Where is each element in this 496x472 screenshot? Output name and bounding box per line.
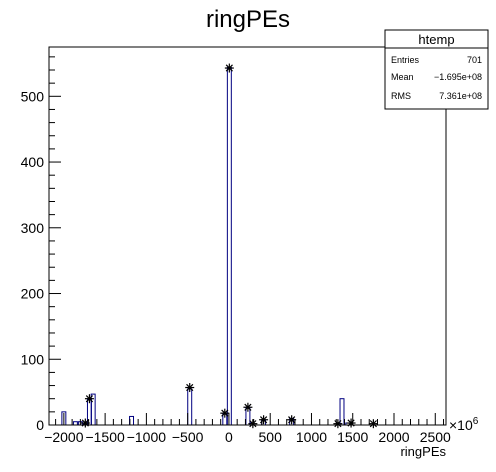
histogram-bin-7 [187, 388, 193, 426]
data-marker-9 [333, 419, 343, 429]
y-tick-label: 400 [21, 154, 45, 170]
stats-rms-value: 7.361e+08 [439, 91, 482, 101]
data-marker-10 [346, 418, 356, 428]
y-tick-label: 0 [36, 417, 44, 433]
histogram-bin-9 [226, 66, 232, 426]
data-marker-2 [185, 383, 195, 393]
x-tick-label: 2500 [420, 429, 451, 445]
x-tick-label: 2000 [378, 429, 409, 445]
data-marker-5 [243, 402, 253, 412]
y-tick-label: 200 [21, 286, 45, 302]
histogram-bars [61, 66, 351, 426]
x-axis-label: ringPEs [400, 444, 446, 459]
x-tick-label: 1500 [337, 429, 368, 445]
stats-entries-label: Entries [391, 55, 420, 65]
x-tick-label: −1000 [127, 429, 167, 445]
data-marker-3 [220, 408, 230, 418]
y-axis: 0 100 200 300 400 500 [21, 56, 61, 433]
y-tick-label: 500 [21, 88, 45, 104]
stats-entries-value: 701 [467, 55, 482, 65]
stats-mean-label: Mean [391, 72, 414, 82]
plot-frame [48, 46, 447, 426]
chart-title: ringPEs [206, 6, 290, 33]
data-marker-11 [368, 419, 378, 429]
x-tick-label: −500 [172, 429, 204, 445]
stats-mean-value: −1.695e+08 [434, 72, 482, 82]
y-tick-label: 100 [21, 351, 45, 367]
data-marker-1 [84, 394, 94, 404]
x-tick-label: 500 [259, 429, 283, 445]
stats-title: htemp [418, 32, 454, 47]
data-marker-6 [248, 419, 258, 429]
stats-rms-label: RMS [391, 91, 411, 101]
data-marker-7 [259, 415, 269, 425]
x-exponent-power: 6 [473, 416, 479, 427]
x-tick-label: 1000 [296, 429, 327, 445]
x-tick-label: −2000 [44, 429, 84, 445]
stats-box-frame [384, 29, 489, 110]
y-tick-label: 300 [21, 220, 45, 236]
x-tick-label: −1500 [85, 429, 125, 445]
data-marker-4 [224, 63, 234, 73]
x-tick-label: 0 [225, 429, 233, 445]
x-exponent: ×106 [449, 416, 479, 433]
stats-box: htemp Entries 701 Mean −1.695e+08 RMS 7.… [384, 29, 489, 110]
x-axis: −2000 −1500 −1000 −500 0 500 1000 1500 2000 2500 [44, 413, 451, 445]
data-markers [80, 63, 378, 429]
x-exponent-base: ×10 [449, 417, 473, 433]
